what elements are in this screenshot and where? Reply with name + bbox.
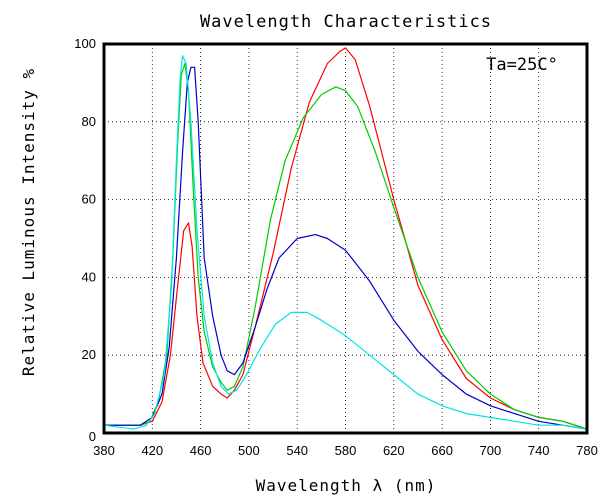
x-axis-ticks: 380 420 460 500 540 580 620 660 700 740 780	[93, 443, 598, 458]
plot-frame	[102, 42, 589, 435]
y-tick-label: 80	[82, 114, 96, 129]
x-tick-label: 660	[431, 443, 453, 458]
series-group	[103, 47, 588, 430]
x-tick-label: 620	[383, 443, 405, 458]
chart-title: Wavelength Characteristics	[200, 12, 492, 32]
y-axis-ticks: 0 20 40 60 80 100	[74, 36, 96, 444]
x-tick-label: 580	[335, 443, 357, 458]
x-tick-label: 540	[286, 443, 308, 458]
x-tick-label: 500	[238, 443, 260, 458]
y-tick-label: 60	[82, 192, 96, 207]
y-tick-label: 100	[74, 36, 96, 51]
y-axis-label: Relative Luminous Intensity %	[19, 68, 38, 376]
y-tick-label: 0	[89, 429, 96, 444]
series-line-1	[104, 47, 588, 430]
series-line-2	[104, 62, 588, 430]
x-tick-label: 460	[190, 443, 212, 458]
x-tick-label: 700	[480, 443, 502, 458]
x-tick-label: 420	[141, 443, 163, 458]
x-tick-label: 740	[528, 443, 550, 458]
series-line-4	[103, 55, 588, 430]
y-tick-label: 40	[82, 269, 96, 284]
x-tick-label: 380	[93, 443, 115, 458]
x-tick-label: 780	[576, 443, 598, 458]
x-axis-label: Wavelength λ (nm)	[256, 476, 437, 495]
series-line-3	[104, 66, 588, 430]
grid	[104, 44, 587, 433]
temperature-annotation: Ta=25C°	[486, 55, 558, 75]
y-tick-label: 20	[82, 347, 96, 362]
